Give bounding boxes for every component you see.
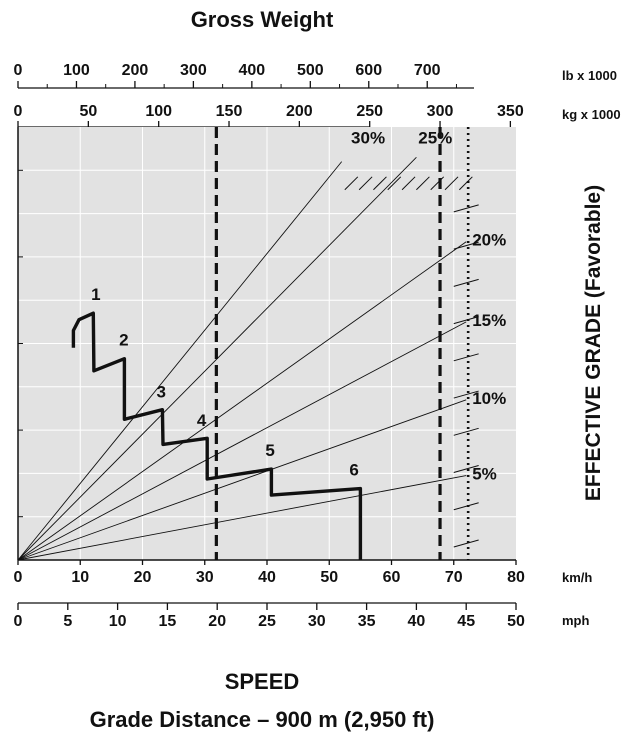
gear-label-1: 1	[91, 285, 100, 304]
gear-label-4: 4	[197, 411, 207, 430]
hatch-mark	[453, 502, 479, 511]
kmh-tick-label-0: 0	[14, 569, 23, 586]
kmh-tick-label-20: 20	[134, 569, 152, 586]
gear-label-3: 3	[156, 383, 165, 402]
chart-title: Gross Weight	[191, 7, 334, 32]
gear-label-6: 6	[349, 461, 358, 480]
kg-tick-label-350: 350	[497, 103, 524, 120]
grade-hatching	[344, 176, 479, 548]
kg-tick-label-0: 0	[14, 103, 23, 120]
hatch-mark	[453, 204, 479, 213]
kg-tick-label-50: 50	[79, 103, 97, 120]
y-axis-label: EFFECTIVE GRADE (Favorable)	[582, 185, 605, 501]
hatch-mark	[453, 390, 479, 399]
hatch-mark	[453, 241, 479, 250]
hatch-mark	[387, 176, 402, 191]
bottom-axis-kmh: 0 10 20 30 40 50 60 70 80 km/h	[14, 560, 592, 586]
hatch-mark	[458, 176, 473, 191]
gear-label-5: 5	[265, 441, 274, 460]
kmh-tick-label-50: 50	[320, 569, 338, 586]
bottom-axis-mph-ticks: 0 5 10 15 20 25 30 35 40 45 50	[14, 603, 525, 630]
mph-tick-label-50: 50	[507, 613, 525, 630]
hatch-mark	[453, 539, 479, 548]
lb-tick-label-500: 500	[297, 62, 324, 79]
grade-line-20	[17, 241, 467, 561]
kmh-tick-label-30: 30	[196, 569, 214, 586]
lb-tick-label-100: 100	[63, 62, 90, 79]
lb-tick-label-0: 0	[14, 62, 23, 79]
kg-tick-label-300: 300	[427, 103, 454, 120]
lb-tick-label-600: 600	[355, 62, 382, 79]
kmh-tick-label-10: 10	[71, 569, 89, 586]
grade-line-15	[17, 321, 467, 561]
kg-tick-label-200: 200	[286, 103, 313, 120]
hatch-mark	[401, 176, 416, 191]
bottom-axis-kmh-unit: km/h	[562, 570, 592, 585]
lb-tick-label-400: 400	[238, 62, 265, 79]
mph-tick-label-5: 5	[63, 613, 72, 630]
kg-tick-label-250: 250	[356, 103, 383, 120]
bottom-axis-mph-unit: mph	[562, 613, 590, 628]
mph-tick-label-20: 20	[208, 613, 226, 630]
bottom-axis-kmh-ticks: 0 10 20 30 40 50 60 70 80	[14, 560, 525, 586]
hatch-mark	[453, 278, 479, 287]
top-axis-kg-ticks: 0 50 100 150 200 250 300 350	[14, 103, 524, 127]
hatch-mark	[453, 353, 479, 362]
hatch-mark	[453, 427, 479, 436]
grade-label-30: 30%	[351, 128, 385, 147]
lb-tick-label-300: 300	[180, 62, 207, 79]
grade-label-25: 25%	[418, 128, 452, 147]
kmh-tick-label-70: 70	[445, 569, 463, 586]
top-axis-kg-unit: kg x 1000	[562, 107, 621, 122]
grade-label-10: 10%	[472, 389, 506, 408]
kg-tick-label-100: 100	[145, 103, 172, 120]
grade-label-5: 5%	[472, 465, 497, 484]
lb-tick-label-700: 700	[414, 62, 441, 79]
kmh-tick-label-80: 80	[507, 569, 525, 586]
kmh-tick-label-40: 40	[258, 569, 276, 586]
plot-area: 5% 10% 15% 20% 25% 30% 1 2 3 4 5 6	[17, 127, 516, 561]
top-axis-kg: 0 50 100 150 200 250 300 350 kg x 1000	[14, 103, 621, 128]
mph-tick-label-25: 25	[258, 613, 276, 630]
mph-tick-label-15: 15	[159, 613, 177, 630]
top-axis-lb-ticks: 0 100 200 300 400 500 600 700	[14, 62, 457, 88]
hatch-mark	[444, 176, 459, 191]
grade-line-5	[17, 475, 467, 561]
lb-tick-label-200: 200	[122, 62, 149, 79]
kg-tick-label-150: 150	[216, 103, 243, 120]
mph-tick-label-45: 45	[457, 613, 475, 630]
gear-curve	[71, 311, 363, 560]
x-axis-label: SPEED	[225, 669, 300, 694]
mph-tick-label-35: 35	[358, 613, 376, 630]
bottom-axis-mph: 0 5 10 15 20 25 30 35 40 45 50 mph	[14, 602, 590, 630]
gear-labels: 1 2 3 4 5 6	[91, 285, 359, 479]
gear-curve-line	[71, 311, 363, 560]
grid-lines	[18, 127, 516, 560]
chart-subtitle: Grade Distance – 900 m (2,950 ft)	[90, 707, 435, 732]
grade-label-15: 15%	[472, 311, 506, 330]
grade-label-20: 20%	[472, 231, 506, 250]
hatch-mark	[416, 176, 430, 191]
mph-tick-label-30: 30	[308, 613, 326, 630]
hatch-mark	[358, 176, 373, 191]
hatch-mark	[453, 465, 479, 474]
kmh-tick-label-60: 60	[383, 569, 401, 586]
gear-label-2: 2	[119, 331, 128, 350]
mph-tick-label-40: 40	[408, 613, 426, 630]
top-axis-lb: 0 100 200 300 400 500 600 700 lb x 1000	[14, 62, 617, 89]
top-axis-lb-unit: lb x 1000	[562, 68, 617, 83]
grade-line-10	[17, 399, 467, 561]
hatch-mark	[453, 316, 479, 325]
hatch-mark	[373, 176, 387, 191]
mph-tick-label-0: 0	[14, 613, 23, 630]
mph-tick-label-10: 10	[109, 613, 127, 630]
grade-line-30	[17, 161, 343, 561]
weight-markers	[214, 127, 470, 560]
hatch-mark	[344, 176, 359, 191]
